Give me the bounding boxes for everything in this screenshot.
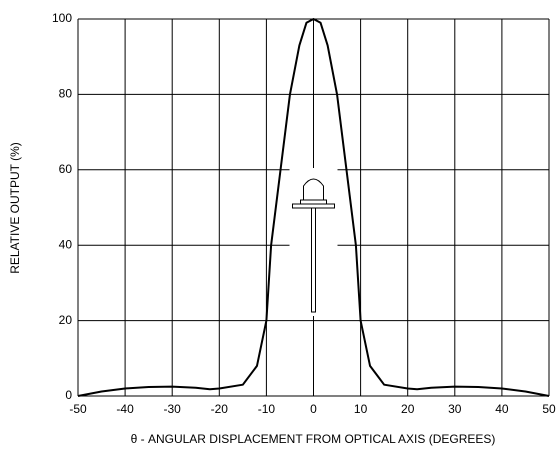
y-tick-label: 60 xyxy=(59,162,73,176)
x-tick-label: 0 xyxy=(310,402,317,416)
led-lead xyxy=(311,207,316,313)
led-icon xyxy=(303,178,324,201)
y-axis-label: RELATIVE OUTPUT (%) xyxy=(8,142,22,274)
y-tick-label: 80 xyxy=(59,87,73,101)
x-tick-label: 10 xyxy=(354,402,368,416)
y-tick-label: 40 xyxy=(59,237,73,251)
line-series xyxy=(77,18,550,397)
x-tick-label: -20 xyxy=(211,402,229,416)
x-axis-label: θ - ANGULAR DISPLACEMENT FROM OPTICAL AX… xyxy=(131,432,496,446)
x-tick-label: 40 xyxy=(495,402,509,416)
x-tick-label: 30 xyxy=(448,402,462,416)
x-tick-label: -30 xyxy=(164,402,182,416)
x-tick-label: -10 xyxy=(258,402,276,416)
y-tick-label: 20 xyxy=(59,313,73,327)
x-tick-label: -40 xyxy=(116,402,134,416)
y-tick-label: 100 xyxy=(52,11,72,25)
x-tick-label: -50 xyxy=(69,402,87,416)
led-flange xyxy=(300,199,327,205)
led-base xyxy=(292,203,335,209)
x-tick-label: 20 xyxy=(401,402,415,416)
y-tick-label: 0 xyxy=(65,388,72,402)
x-tick-label: 50 xyxy=(542,402,556,416)
